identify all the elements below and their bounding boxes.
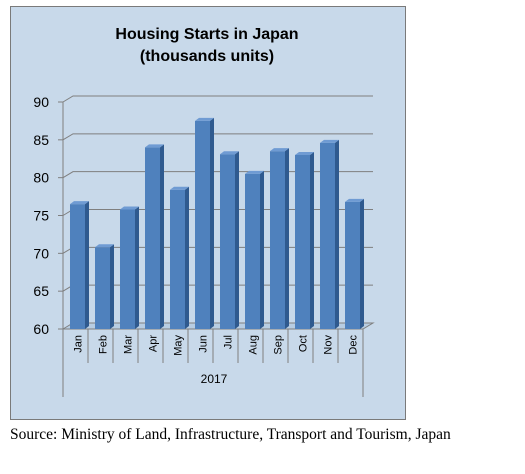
bar-top: [245, 170, 264, 174]
x-tick-label: Jul: [223, 335, 235, 349]
bar-side: [210, 117, 214, 330]
bar-top: [70, 201, 89, 205]
bar-feb: [95, 244, 114, 329]
bar-apr: [145, 144, 164, 329]
bar-top: [120, 206, 139, 210]
x-tick-label: May: [173, 335, 185, 356]
bar-side: [135, 206, 139, 329]
source-note: Source: Ministry of Land, Infrastructure…: [10, 426, 451, 443]
bar-top: [270, 148, 289, 152]
bar-front: [245, 173, 260, 329]
x-tick-label: Apr: [148, 335, 160, 352]
x-tick-label: Jun: [198, 335, 210, 353]
bar-side: [335, 139, 339, 329]
y-tick-label: 90: [33, 94, 49, 110]
x-tick-label: Mar: [123, 335, 135, 354]
bar-jul: [220, 151, 239, 329]
bar-dec: [345, 198, 364, 329]
bar-front: [220, 154, 235, 329]
bar-jan: [70, 201, 89, 329]
bar-mar: [120, 206, 139, 329]
bar-front: [295, 154, 310, 329]
bar-side: [85, 201, 89, 329]
bar-aug: [245, 170, 264, 329]
bar-sep: [270, 148, 289, 329]
y-tick-label: 75: [33, 208, 49, 224]
bar-side: [360, 198, 364, 329]
bar-side: [160, 144, 164, 329]
bar-nov: [320, 139, 339, 329]
bar-may: [170, 186, 189, 329]
x-axis-group-label: 2017: [201, 372, 228, 386]
bars: [70, 117, 364, 330]
bar-chart: Housing Starts in Japan (thousands units…: [33, 26, 375, 397]
bar-top: [145, 144, 164, 148]
bar-front: [145, 147, 160, 329]
x-axis-ticks: Jan Feb Mar Apr May Jun Jul Aug Sep Oct Nov Dec: [62, 329, 364, 397]
bar-jun: [195, 117, 214, 330]
bar-top: [195, 117, 214, 121]
x-tick-label: Nov: [323, 335, 335, 355]
bar-top: [95, 244, 114, 248]
y-tick-label: 65: [33, 283, 49, 299]
bar-side: [185, 186, 189, 329]
bar-top: [320, 139, 339, 143]
bar-front: [320, 142, 335, 329]
bar-side: [260, 170, 264, 329]
x-tick-label: Aug: [248, 335, 260, 355]
y-tick-label: 70: [33, 245, 49, 261]
x-tick-label: Sep: [273, 335, 285, 355]
y-tick-label: 80: [33, 170, 49, 186]
y-tick-label: 60: [33, 321, 49, 337]
bar-top: [295, 151, 314, 155]
bar-side: [285, 148, 289, 329]
bar-top: [220, 151, 239, 155]
bar-front: [345, 201, 360, 329]
bar-side: [235, 151, 239, 329]
gridline: [62, 133, 373, 141]
x-tick-label: Jan: [73, 335, 85, 353]
bar-top: [345, 198, 364, 202]
y-tick-label: 85: [33, 132, 49, 148]
bar-side: [310, 151, 314, 329]
chart-subtitle: (thousands units): [140, 48, 274, 65]
y-axis-ticks: 60 65 70 75 80 85 90: [33, 94, 49, 337]
bar-front: [95, 247, 110, 329]
x-tick-label: Dec: [348, 335, 360, 355]
bar-oct: [295, 151, 314, 329]
bar-front: [170, 189, 185, 329]
bar-front: [70, 204, 85, 329]
bar-front: [195, 120, 210, 330]
chart-title: Housing Starts in Japan: [115, 26, 298, 43]
bar-side: [110, 244, 114, 329]
x-tick-label: Feb: [98, 335, 110, 354]
bar-front: [270, 151, 285, 329]
chart-container: Housing Starts in Japan (thousands units…: [10, 6, 406, 420]
bar-front: [120, 209, 135, 329]
x-tick-label: Oct: [298, 335, 310, 352]
gridline: [62, 95, 373, 103]
bar-top: [170, 186, 189, 190]
